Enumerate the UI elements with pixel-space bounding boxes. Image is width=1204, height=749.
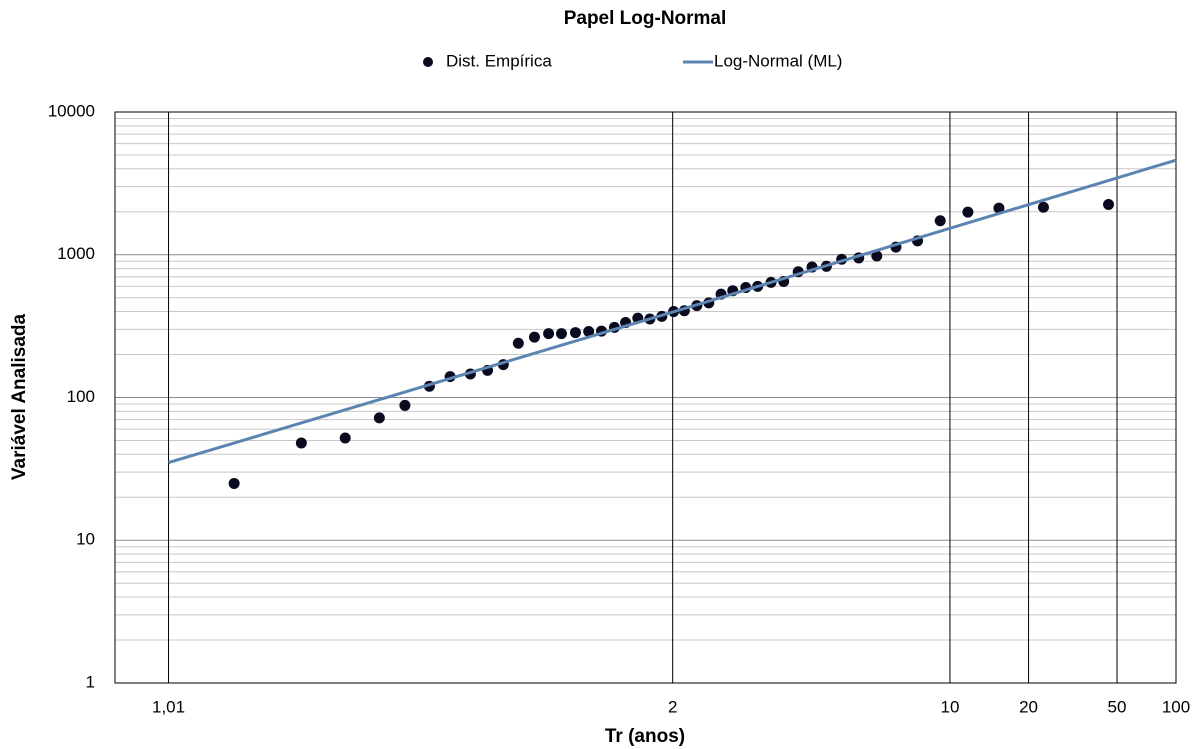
point (295, 437, 307, 449)
legend-swatch (423, 57, 433, 67)
point (339, 432, 351, 444)
x-tick-label: 100 (1162, 697, 1190, 716)
x-tick-label: 10 (940, 697, 959, 716)
x-tick-label: 50 (1108, 697, 1127, 716)
x-tick-label: 20 (1019, 697, 1038, 716)
point (228, 477, 240, 489)
point (1037, 201, 1049, 213)
y-tick-label: 10000 (48, 101, 95, 120)
point (543, 328, 555, 340)
y-axis-title: Variável Analisada (9, 313, 30, 480)
line (168, 158, 1177, 465)
y-tick-label: 100 (67, 387, 95, 406)
point (569, 327, 581, 339)
point (1103, 198, 1115, 210)
y-tick-label: 10 (76, 530, 95, 549)
point (993, 202, 1005, 214)
legend-label: Log-Normal (ML) (714, 51, 842, 70)
plot-border (114, 111, 1177, 684)
point (373, 412, 385, 424)
legend-label: Dist. Empírica (446, 51, 552, 70)
y-tick-label: 1000 (57, 244, 95, 263)
point (871, 250, 883, 262)
point (512, 337, 524, 349)
point (555, 328, 567, 340)
x-tick-label: 2 (668, 697, 677, 716)
point (399, 399, 411, 411)
x-axis-title: Tr (anos) (605, 726, 685, 747)
point (962, 206, 974, 218)
point (583, 325, 595, 337)
chart-title: Papel Log-Normal (564, 8, 727, 29)
point (934, 215, 946, 227)
x-tick-label: 1,01 (152, 697, 185, 716)
point (528, 331, 540, 343)
y-tick-label: 1 (86, 672, 95, 691)
